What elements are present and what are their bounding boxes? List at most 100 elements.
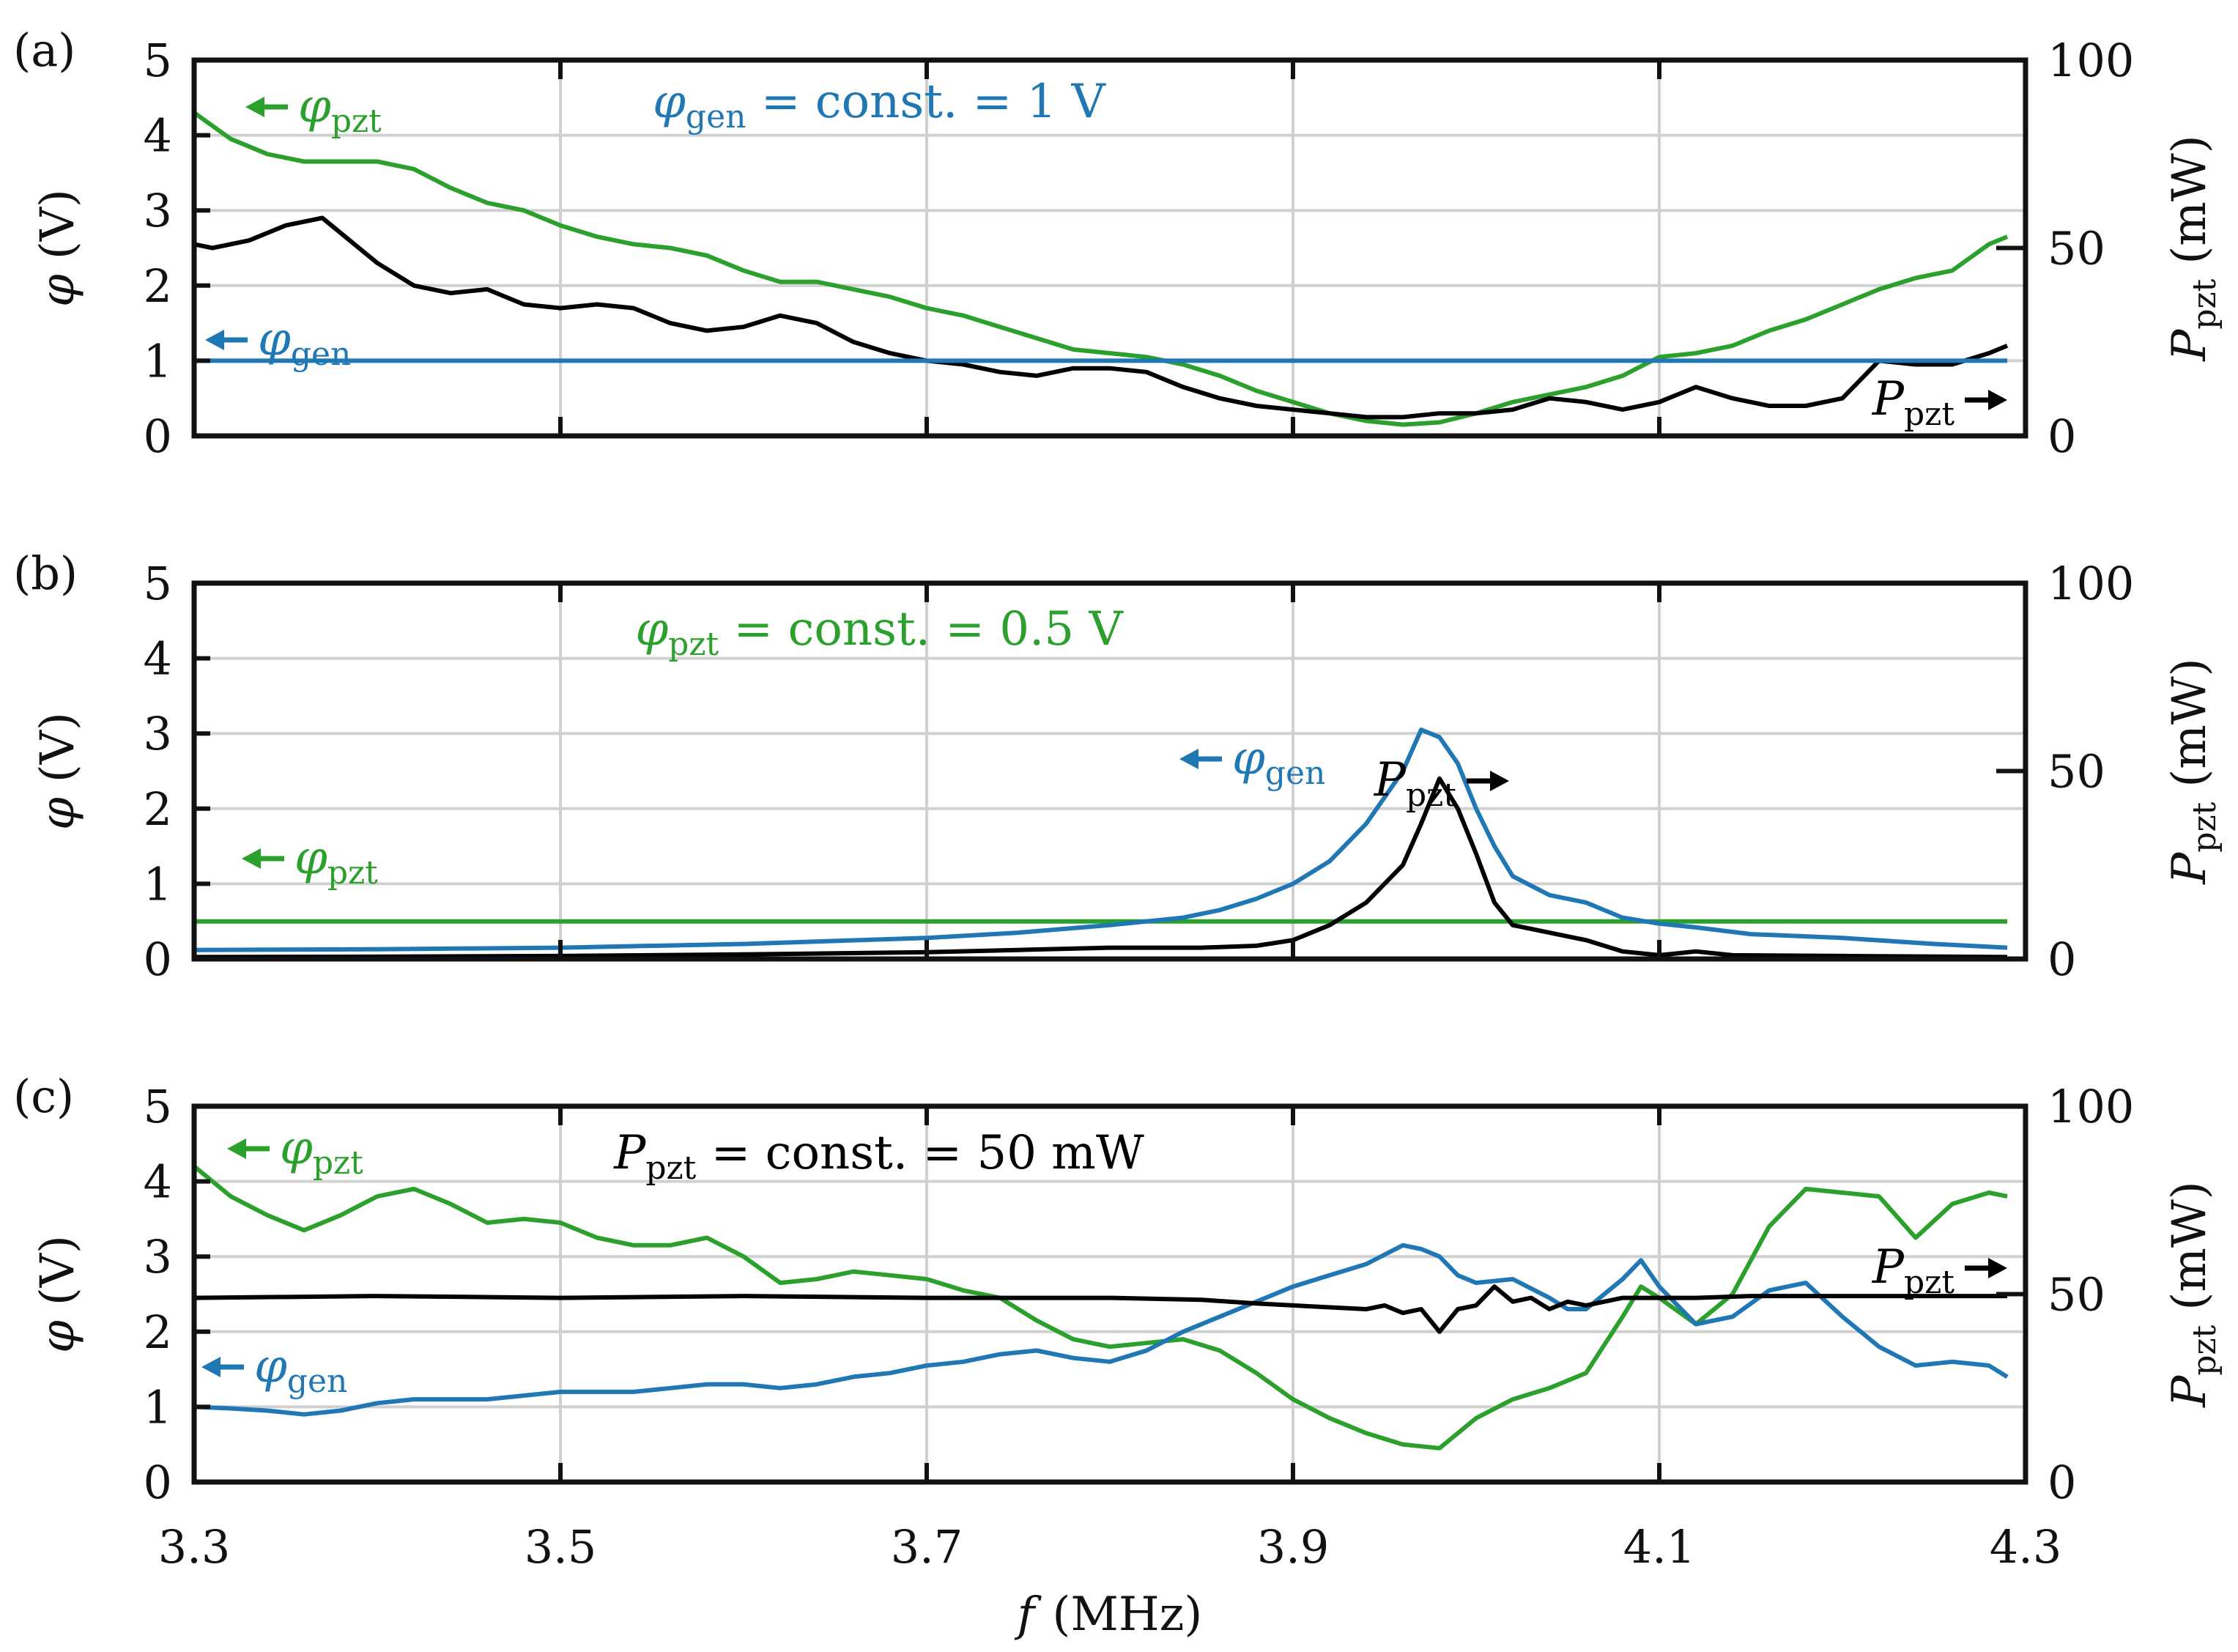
p-pzt-annotation-main: P [1872,1240,1905,1294]
series-p-pzt-line [193,215,2009,420]
panel-c: 012345050100(c)φ(V)Ppzt(mW)φpztφgenPpztP… [13,1070,2223,1509]
x-tick-label: 3.3 [158,1520,231,1574]
phi-gen-annotation-main: φ [254,1339,287,1393]
y-tick-label-right: 0 [2048,410,2076,463]
series-p-pzt-line [193,776,2008,960]
phi-pzt-annotation-sub: pzt [313,1144,363,1182]
constant-label-sub: gen [686,98,746,136]
p-pzt-annotation: Ppzt [1872,372,1954,433]
y-tick-label-right: 0 [2048,1456,2076,1509]
y-tick-label-left: 1 [144,1380,172,1434]
x-axis-label-unit: (MHz) [1052,1588,1202,1642]
phi-gen-annotation-sub: gen [1265,755,1326,792]
y-axis-label-right-sub: pzt [2186,801,2223,852]
p-pzt-annotation: Ppzt [1374,753,1456,814]
phi-gen-arrow-icon-head [201,1357,221,1377]
y-tick-label-left: 1 [144,334,172,388]
y-tick-label-right: 50 [2048,222,2105,275]
x-tick-labels: 3.3 3.5 3.7 3.9 4.1 4.3 [158,1520,2062,1574]
phi-gen-arrow-icon-head [1179,749,1198,769]
phi-pzt-annotation: φpzt [294,831,378,892]
y-tick-label-left: 3 [144,1230,172,1284]
p-pzt-annotation-main: P [1374,753,1407,807]
y-tick-label-left: 5 [144,557,172,610]
constant-label: φpzt = const. = 0.5 V [635,602,1124,663]
phi-pzt-arrow-icon-head [242,848,261,869]
p-pzt-arrow-icon-head [1988,390,2007,410]
y-axis-label-left: φ (V) [31,189,85,307]
y-axis-label-right: Ppzt (mW) [2163,135,2223,362]
x-tick-label: 4.3 [1990,1520,2062,1574]
phi-pzt-arrow-icon-head [245,97,264,117]
y-axis-label-left-unit: (V) [31,189,85,259]
phi-gen-annotation-sub: gen [287,1363,348,1400]
p-pzt-arrow-icon-head [1988,1258,2007,1278]
y-tick-label-left: 0 [144,410,172,463]
y-tick-label-right: 50 [2048,1268,2105,1322]
phi-gen-annotation-main: φ [258,312,291,366]
constant-label-rest: = const. = 50 mW [696,1126,1144,1180]
phi-gen-annotation-main: φ [1232,731,1265,785]
panel-letter: (b) [13,547,78,600]
y-tick-label-right: 50 [2048,745,2105,799]
x-tick-label: 3.5 [525,1520,597,1574]
phi-pzt-annotation-sub: pzt [331,103,382,140]
y-axis-label-right-unit: (mW) [2163,135,2217,264]
phi-pzt-annotation-main: φ [294,831,327,885]
y-tick-label-right: 100 [2048,1080,2134,1133]
y-tick-label-right: 0 [2048,933,2076,986]
phi-gen-annotation: φgen [1232,731,1325,792]
y-axis-label-right: Ppzt (mW) [2163,1181,2223,1408]
panel-letter: (a) [13,23,75,77]
phi-gen-annotation: φgen [254,1339,347,1400]
y-axis-label-right: Ppzt (mW) [2163,658,2223,885]
y-tick-label-left: 4 [144,109,172,163]
p-pzt-annotation-sub: pzt [1406,777,1456,814]
y-tick-label-left: 1 [144,857,172,911]
constant-label-sub: pzt [645,1149,696,1187]
x-tick-label: 3.7 [891,1520,963,1574]
panel-letter: (c) [13,1070,74,1123]
y-axis-label-left: φ (V) [31,712,85,830]
y-axis-label-left: φ (V) [31,1235,85,1353]
phi-pzt-annotation-main: φ [280,1121,313,1175]
y-tick-label-left: 3 [144,707,172,760]
y-tick-label-left: 3 [144,184,172,237]
phi-pzt-annotation-main: φ [298,79,331,133]
y-tick-label-left: 4 [144,1155,172,1209]
phi-gen-arrow-icon-head [205,330,224,350]
y-axis-label-right-unit: (mW) [2163,658,2217,787]
y-tick-label-left: 5 [144,34,172,87]
p-pzt-annotation-main: P [1872,372,1905,426]
constant-label-sub: pzt [668,626,719,663]
phi-pzt-annotation: φpzt [298,79,382,140]
constant-label: Ppzt = const. = 50 mW [613,1126,1144,1187]
series-phi-pzt-line [193,111,2009,427]
y-tick-label-left: 4 [144,632,172,686]
p-pzt-annotation-sub: pzt [1904,396,1954,433]
series-p-pzt-line [193,1284,2007,1334]
x-tick-label: 4.1 [1623,1520,1696,1574]
p-pzt-annotation-sub: pzt [1904,1264,1954,1301]
series-phi-gen-line [193,727,2008,952]
y-axis-label-right-symbol: P [2163,1375,2217,1408]
constant-label-symbol: φ [635,602,668,656]
p-pzt-annotation: Ppzt [1872,1240,1954,1301]
y-axis-label-right-symbol: P [2163,852,2217,885]
y-tick-label-left: 5 [144,1080,172,1133]
y-axis-label-right-sub: pzt [2186,278,2223,329]
phi-gen-annotation-sub: gen [291,336,352,373]
y-axis-label-left-symbol: φ [31,797,85,830]
constant-label-symbol: φ [653,75,686,129]
y-tick-label-right: 100 [2048,34,2134,87]
y-tick-label-right: 100 [2048,557,2134,610]
y-tick-label-left: 0 [144,1456,172,1509]
x-tick-label: 3.9 [1257,1520,1330,1574]
y-tick-label-left: 2 [144,782,172,836]
y-axis-label-right-symbol: P [2163,329,2217,362]
y-tick-label-left: 2 [144,259,172,313]
y-axis-label-left-symbol: φ [31,1320,85,1353]
